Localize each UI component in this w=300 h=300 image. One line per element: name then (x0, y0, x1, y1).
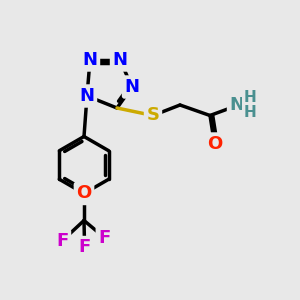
Text: O: O (207, 135, 222, 153)
Text: O: O (76, 184, 92, 202)
Text: S: S (146, 106, 160, 124)
Text: N: N (230, 96, 244, 114)
Text: N: N (112, 51, 128, 69)
Text: N: N (124, 78, 140, 96)
Text: N: N (80, 87, 94, 105)
Text: F: F (98, 229, 110, 247)
Text: H: H (244, 105, 256, 120)
Text: F: F (56, 232, 68, 250)
Text: F: F (79, 238, 91, 256)
Text: N: N (82, 51, 98, 69)
Text: H: H (244, 90, 256, 105)
